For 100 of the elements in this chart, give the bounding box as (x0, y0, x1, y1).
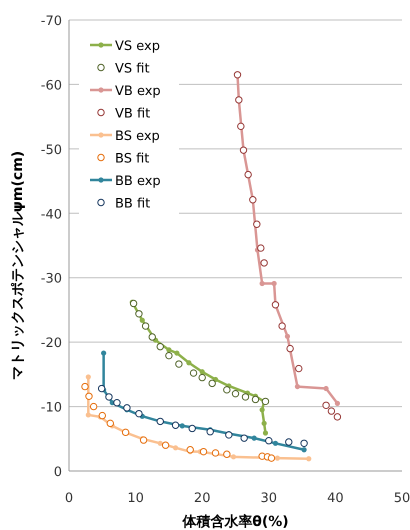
point (198, 374, 206, 382)
x-axis-title: 体積含水率θ(%) (181, 513, 289, 530)
x-tick-label: 50 (394, 491, 410, 506)
point (260, 280, 265, 286)
point (272, 280, 277, 286)
point (262, 420, 267, 426)
x-tick-label: 40 (327, 491, 344, 506)
point (265, 437, 272, 444)
point (244, 170, 252, 178)
y-tick-label: 0 (54, 465, 62, 480)
point (262, 398, 270, 406)
point (172, 445, 178, 450)
point (302, 447, 307, 452)
point (284, 334, 290, 339)
point (240, 434, 248, 442)
point (225, 431, 233, 439)
point (223, 386, 231, 394)
y-tick-label: -20 (40, 336, 62, 352)
y-tick-label: -10 (40, 400, 62, 416)
point (135, 310, 143, 318)
point (106, 420, 114, 428)
point (140, 318, 145, 323)
point (98, 384, 106, 392)
legend-label: BS fit (115, 152, 150, 166)
x-tick-label: 30 (260, 491, 278, 506)
point (123, 404, 131, 412)
point (122, 428, 130, 436)
point (90, 402, 98, 410)
point (230, 454, 236, 460)
point (212, 449, 220, 457)
point (175, 360, 183, 368)
legend-label: VS exp (115, 39, 160, 54)
point (165, 352, 173, 360)
legend-label: BS exp (115, 129, 160, 144)
point (158, 440, 163, 446)
x-tick-label: 10 (127, 491, 144, 506)
point (232, 390, 240, 398)
point (278, 322, 286, 330)
point (186, 446, 194, 454)
point (140, 436, 148, 444)
point (223, 450, 231, 458)
point (174, 350, 180, 356)
point (334, 400, 340, 406)
legend-label: BB exp (115, 174, 161, 189)
y-tick-label: -70 (40, 14, 62, 29)
point (252, 396, 260, 404)
point (86, 412, 91, 418)
point (274, 456, 280, 461)
point (253, 220, 261, 228)
point (200, 448, 208, 456)
y-tick-label: -30 (40, 272, 62, 287)
point (237, 122, 245, 130)
point (306, 456, 312, 462)
legend-label: BB fit (115, 196, 150, 212)
point (260, 259, 268, 267)
y-tick-label: -60 (40, 78, 62, 94)
point (257, 244, 265, 252)
point (85, 392, 93, 400)
point (142, 322, 150, 330)
point (272, 440, 278, 446)
y-tick-label: -50 (40, 142, 62, 158)
point (322, 402, 330, 409)
point (200, 369, 205, 374)
point (285, 438, 292, 446)
point (162, 442, 170, 449)
point (286, 344, 294, 352)
point (135, 410, 143, 418)
y-tick-label: -40 (40, 207, 62, 222)
point (323, 386, 329, 392)
point (186, 360, 192, 366)
point (295, 364, 302, 372)
point (86, 374, 91, 380)
y-axis-title: マトリックスポテンシャルψm(cm) (10, 150, 26, 380)
point (328, 407, 336, 415)
point (148, 333, 156, 341)
point (260, 407, 265, 412)
point (180, 423, 185, 428)
point (206, 428, 214, 436)
point (208, 380, 216, 388)
point (81, 382, 89, 390)
point (105, 393, 113, 401)
point (188, 424, 196, 432)
legend-label: VS fit (115, 62, 150, 76)
point (294, 384, 300, 390)
point (98, 412, 106, 420)
point (101, 350, 106, 356)
x-tick-label: 0 (64, 491, 74, 506)
legend-label: VB fit (115, 106, 150, 122)
point (190, 369, 198, 377)
legend-label: VB exp (115, 84, 161, 99)
point (334, 413, 342, 421)
point (268, 454, 276, 462)
point (252, 436, 257, 441)
x-tick-label: 20 (194, 491, 210, 506)
point (242, 393, 250, 401)
point (262, 430, 268, 436)
point (113, 399, 121, 406)
point (130, 300, 138, 308)
point (172, 422, 180, 429)
point (166, 347, 172, 352)
